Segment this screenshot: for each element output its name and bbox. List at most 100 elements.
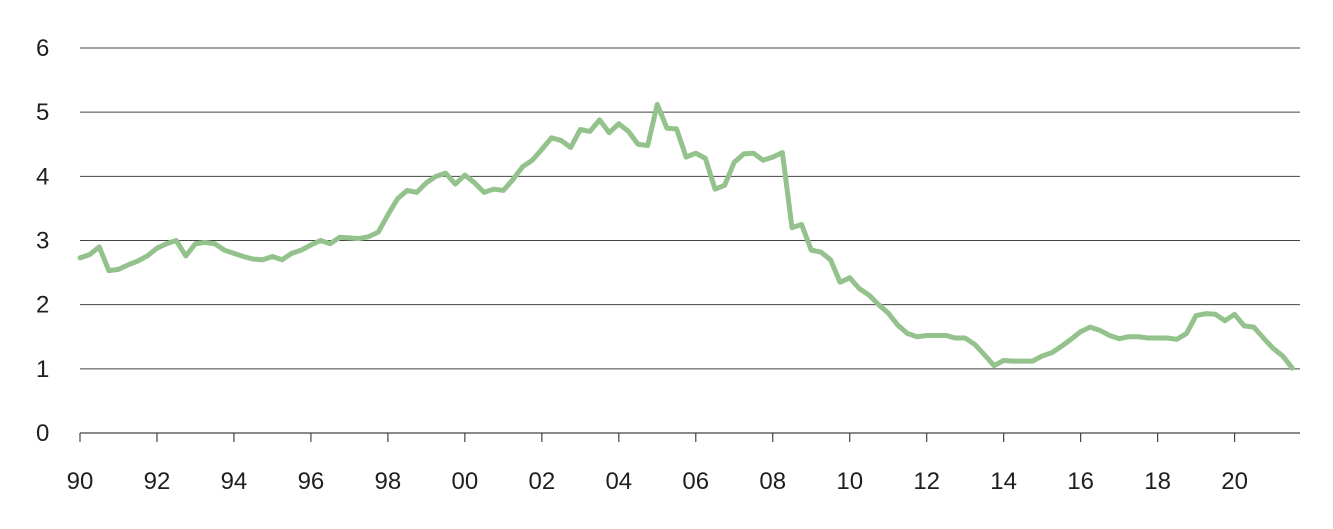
data-point-52 [578, 127, 583, 132]
data-point-104 [1078, 329, 1083, 334]
data-point-98 [1020, 358, 1026, 364]
data-point-114 [1174, 337, 1180, 342]
data-point-24 [308, 242, 314, 248]
data-point-29 [356, 236, 362, 241]
data-point-4 [116, 267, 121, 272]
y-tick-label-5: 5 [36, 99, 49, 126]
data-point-101 [1049, 350, 1054, 355]
y-axis-tick-labels: 0 1 2 3 4 5 6 [36, 35, 49, 447]
series-line-0 [77, 101, 1295, 371]
data-point-58 [635, 142, 641, 147]
x-tick-label-00: 00 [452, 468, 479, 495]
data-point-51 [568, 145, 573, 150]
data-point-48 [539, 147, 545, 152]
data-point-124 [1270, 346, 1276, 351]
data-point-26 [327, 241, 333, 246]
data-point-120 [1232, 312, 1237, 317]
data-point-76 [809, 247, 814, 253]
data-point-67 [722, 183, 727, 188]
x-tick-label-10: 10 [836, 468, 863, 495]
data-point-53 [587, 129, 593, 134]
data-point-107 [1107, 333, 1112, 338]
data-point-122 [1251, 324, 1257, 330]
y-tick-label-0: 0 [36, 420, 49, 447]
data-point-97 [1011, 358, 1016, 364]
data-point-106 [1097, 328, 1103, 333]
x-tick-label-02: 02 [528, 468, 555, 495]
data-point-17 [241, 254, 246, 259]
data-point-72 [770, 154, 775, 160]
data-point-16 [231, 251, 237, 256]
data-point-39 [453, 181, 458, 187]
data-point-14 [212, 241, 217, 246]
data-point-1 [87, 252, 92, 257]
data-point-100 [1039, 353, 1045, 359]
y-tick-label-6: 6 [36, 35, 49, 62]
data-point-62 [674, 126, 679, 132]
data-point-59 [645, 143, 650, 148]
data-point-118 [1213, 312, 1218, 317]
data-point-36 [424, 180, 429, 185]
x-tick-label-16: 16 [1067, 468, 1094, 495]
data-point-109 [1126, 334, 1131, 339]
data-point-27 [337, 235, 342, 240]
x-tick-label-90: 90 [67, 468, 94, 495]
data-point-38 [443, 170, 448, 176]
data-point-125 [1280, 353, 1285, 359]
data-point-47 [530, 158, 535, 163]
data-point-44 [501, 188, 506, 193]
x-tick-label-92: 92 [144, 468, 171, 495]
data-point-23 [299, 247, 304, 253]
data-point-22 [289, 251, 294, 256]
data-point-63 [683, 154, 689, 160]
data-point-30 [366, 234, 371, 239]
data-point-88 [924, 333, 929, 338]
data-point-54 [597, 117, 602, 123]
data-point-66 [712, 186, 718, 192]
data-point-33 [395, 196, 400, 201]
y-tick-label-1: 1 [36, 356, 49, 383]
x-tick-label-08: 08 [759, 468, 786, 495]
data-point-102 [1059, 344, 1064, 349]
data-point-28 [347, 235, 352, 241]
data-point-91 [953, 335, 958, 341]
data-point-31 [376, 229, 381, 235]
data-point-103 [1068, 337, 1074, 342]
data-point-19 [260, 257, 266, 262]
data-point-111 [1145, 335, 1151, 341]
data-point-126 [1290, 365, 1295, 371]
x-tick-label-94: 94 [221, 468, 248, 495]
data-point-113 [1165, 335, 1170, 341]
data-point-25 [318, 238, 323, 243]
data-point-9 [164, 241, 169, 246]
data-point-79 [837, 280, 843, 285]
data-point-40 [462, 172, 468, 178]
data-point-35 [414, 190, 419, 195]
data-point-117 [1203, 311, 1208, 316]
y-tick-label-2: 2 [36, 292, 49, 319]
x-tick-label-20: 20 [1221, 468, 1248, 495]
data-point-8 [154, 246, 160, 251]
data-point-93 [972, 342, 977, 347]
data-point-116 [1193, 313, 1199, 318]
data-point-119 [1222, 318, 1228, 323]
data-point-56 [616, 121, 621, 126]
data-point-92 [962, 335, 968, 341]
data-point-10 [174, 238, 179, 243]
data-point-64 [693, 151, 698, 156]
x-tick-label-96: 96 [298, 468, 325, 495]
data-point-6 [135, 258, 140, 264]
data-point-86 [905, 331, 910, 336]
data-point-21 [279, 257, 285, 262]
data-point-112 [1155, 335, 1160, 341]
data-point-32 [385, 212, 391, 218]
data-point-75 [799, 222, 804, 227]
data-point-74 [789, 225, 795, 230]
data-point-87 [914, 334, 920, 339]
y-tick-label-4: 4 [36, 163, 49, 190]
data-point-78 [828, 257, 833, 262]
data-point-61 [664, 126, 670, 131]
data-point-83 [876, 302, 881, 307]
data-point-96 [1001, 358, 1006, 363]
